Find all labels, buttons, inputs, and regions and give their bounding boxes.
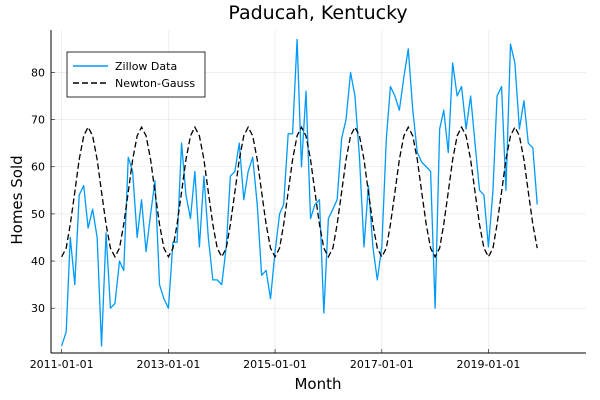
legend-label-zillow: Zillow Data bbox=[115, 60, 177, 73]
y-tick-label: 70 bbox=[31, 114, 45, 127]
y-tick-label: 30 bbox=[31, 302, 45, 315]
y-tick-label: 50 bbox=[31, 208, 45, 221]
x-axis-title: Month bbox=[294, 375, 341, 393]
legend-label-newton: Newton-Gauss bbox=[115, 77, 195, 90]
series-line-newton-gauss bbox=[61, 125, 538, 259]
axes bbox=[50, 30, 586, 354]
y-ticks: 30 40 50 60 70 80 bbox=[31, 66, 55, 315]
legend: Zillow Data Newton-Gauss bbox=[66, 51, 206, 98]
x-ticks: 2011-01-01 2013-01-01 2015-01-01 2017-01-01… bbox=[30, 349, 520, 371]
x-tick-label: 2015-01-01 bbox=[243, 358, 307, 371]
plot-series bbox=[61, 38, 538, 347]
x-tick-label: 2011-01-01 bbox=[30, 358, 94, 371]
chart-title: Paducah, Kentucky bbox=[228, 2, 407, 24]
legend-box bbox=[66, 51, 206, 98]
y-axis-title: Homes Sold bbox=[8, 155, 26, 244]
y-tick-label: 40 bbox=[31, 255, 45, 268]
x-tick-label: 2019-01-01 bbox=[456, 358, 520, 371]
x-tick-label: 2013-01-01 bbox=[136, 358, 200, 371]
y-tick-label: 60 bbox=[31, 161, 45, 174]
y-tick-label: 80 bbox=[31, 66, 45, 79]
series-line-zillow-data bbox=[61, 38, 538, 347]
x-tick-label: 2017-01-01 bbox=[350, 358, 414, 371]
